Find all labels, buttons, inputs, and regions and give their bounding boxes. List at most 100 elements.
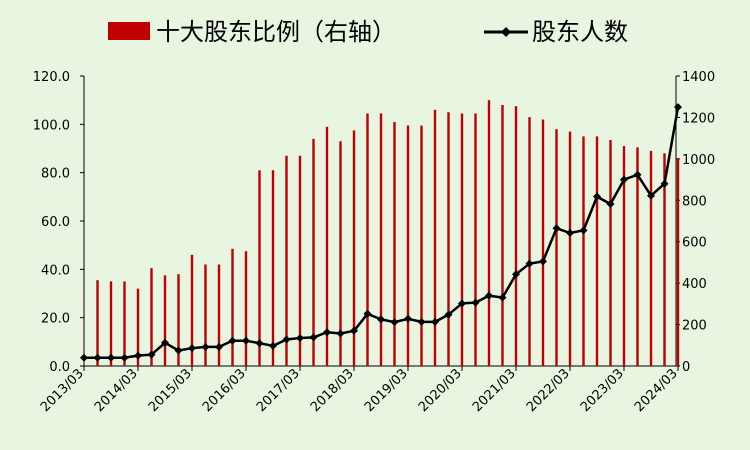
bar <box>663 153 666 366</box>
bar <box>325 126 329 366</box>
line-point <box>566 229 574 238</box>
line-point <box>363 309 372 318</box>
bar <box>433 109 437 366</box>
right-tick-label: 1000 <box>682 153 715 168</box>
line-point <box>512 270 520 279</box>
legend-line-marker <box>501 27 511 37</box>
line-point <box>296 334 304 343</box>
legend: 十大股东比例（右轴） 股东人数 <box>108 18 628 46</box>
bar <box>555 129 558 366</box>
right-tick-label: 400 <box>682 277 707 292</box>
bar <box>271 170 275 366</box>
bar <box>150 268 153 366</box>
right-tick-label: 0 <box>682 360 690 375</box>
line-point <box>228 336 237 345</box>
line-point <box>431 317 439 326</box>
line-point <box>471 298 480 307</box>
line-series <box>80 103 682 362</box>
right-tick-label: 600 <box>682 236 707 251</box>
line-point <box>579 226 588 235</box>
legend-bar-label: 十大股东比例（右轴） <box>156 18 396 46</box>
line-point <box>161 338 169 347</box>
bar <box>285 155 288 366</box>
line-point <box>134 351 142 360</box>
bar <box>136 288 140 366</box>
line-point <box>525 259 534 268</box>
line-point <box>147 350 156 359</box>
line-point <box>647 191 655 200</box>
bar <box>582 136 585 366</box>
bar <box>177 274 180 366</box>
bar <box>460 113 464 366</box>
bar <box>406 125 410 367</box>
right-tick-label: 1400 <box>682 70 715 85</box>
line-point <box>377 315 385 324</box>
line-point <box>188 344 196 353</box>
bar <box>568 131 572 366</box>
bar <box>123 281 126 366</box>
legend-bar-swatch <box>108 22 150 40</box>
bar <box>447 112 450 366</box>
right-axis-ticks: 0 200 400 600 800 1000 1200 1400 <box>676 70 715 375</box>
line-point <box>80 353 88 362</box>
right-tick-label: 1200 <box>682 111 715 126</box>
bar-series <box>96 100 680 367</box>
line-point <box>620 175 628 184</box>
legend-line-label: 股东人数 <box>532 18 628 46</box>
line-point <box>539 257 547 266</box>
line-point <box>120 353 129 362</box>
line-point <box>242 336 250 345</box>
left-axis-ticks: 0.0 20.0 40.0 60.0 80.0 100.0 120.0 <box>33 70 84 375</box>
bar <box>379 113 383 366</box>
right-tick-label: 800 <box>682 194 707 209</box>
line-point <box>336 329 345 338</box>
left-tick-label: 120.0 <box>33 70 70 85</box>
bar <box>244 251 248 366</box>
bar <box>528 117 531 366</box>
line-point <box>606 200 615 209</box>
bar <box>258 170 261 366</box>
bar <box>676 158 680 366</box>
bar <box>514 106 518 366</box>
bar <box>109 281 113 366</box>
left-tick-label: 40.0 <box>41 263 70 278</box>
line-point <box>390 318 399 327</box>
line-point <box>417 317 426 326</box>
line-point <box>255 339 264 348</box>
bar <box>609 140 612 366</box>
line-point <box>201 342 210 351</box>
right-tick-label: 200 <box>682 319 707 334</box>
bar <box>420 125 423 367</box>
line-point <box>498 293 507 302</box>
bar <box>312 138 315 366</box>
bar <box>339 141 342 366</box>
bar <box>190 254 194 366</box>
left-tick-label: 80.0 <box>41 167 70 182</box>
line-point <box>323 328 331 337</box>
line-point <box>107 353 115 362</box>
left-tick-label: 60.0 <box>41 215 70 230</box>
line-point <box>593 192 601 201</box>
bar <box>541 119 545 366</box>
line-point <box>309 333 318 342</box>
line-point <box>215 342 223 351</box>
bar <box>217 264 221 366</box>
bar <box>622 146 626 366</box>
bar <box>487 100 491 367</box>
bar <box>649 150 653 366</box>
left-tick-label: 20.0 <box>41 312 70 327</box>
bar <box>501 105 504 366</box>
line-point <box>350 326 358 335</box>
left-tick-label: 0.0 <box>49 360 70 375</box>
bar <box>96 280 99 366</box>
line-point <box>174 346 183 355</box>
left-tick-label: 100.0 <box>33 118 70 133</box>
bar <box>352 130 356 366</box>
bar <box>474 113 477 366</box>
line-point <box>674 103 682 112</box>
line-point <box>552 224 561 233</box>
bar <box>636 147 639 366</box>
bar <box>204 264 207 366</box>
bar <box>393 121 396 367</box>
line-point <box>660 179 669 188</box>
